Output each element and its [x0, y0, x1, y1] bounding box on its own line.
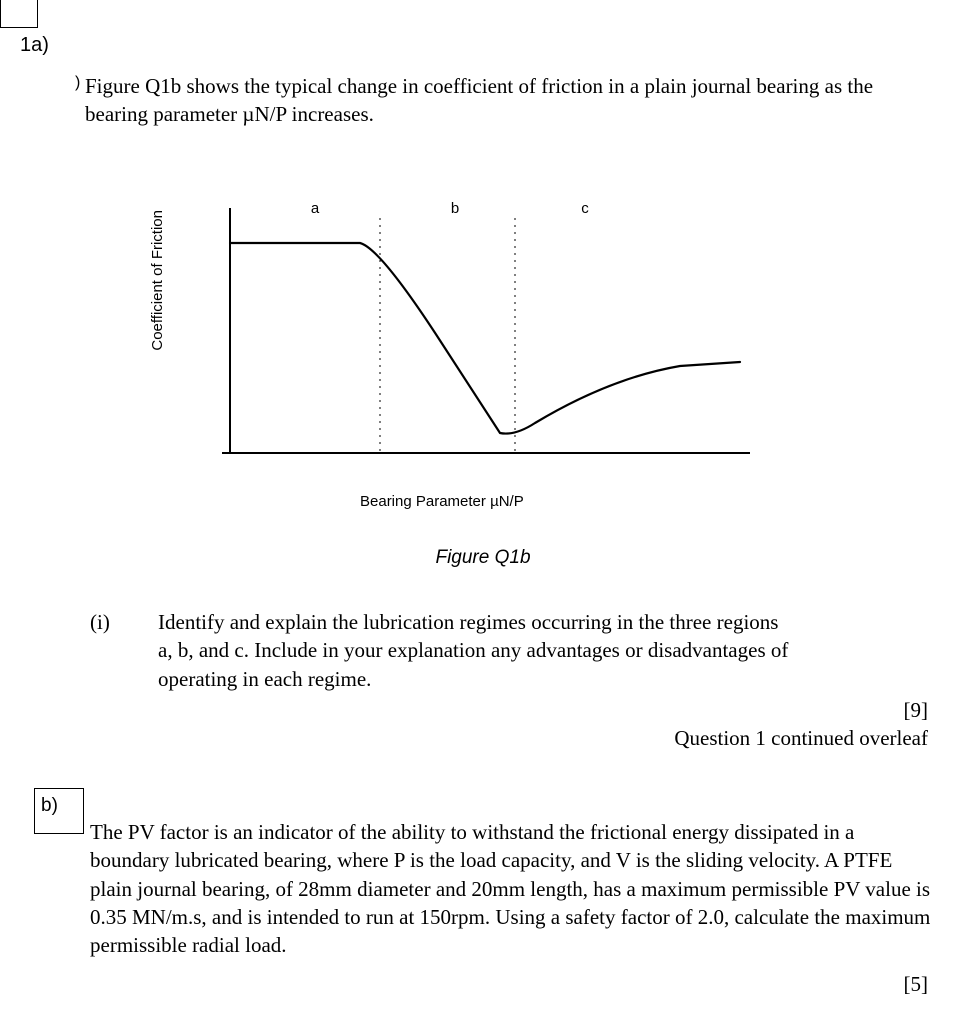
question-label-b: b) [34, 788, 84, 834]
part-number-i: (i) [90, 608, 110, 636]
figure-caption: Figure Q1b [0, 545, 966, 571]
question-part-i: (i) Identify and explain the lubrication… [90, 608, 910, 693]
intro-paragraph: ) Figure Q1b shows the typical change in… [85, 72, 905, 129]
stribeck-chart: a b c [190, 198, 770, 498]
part-i-text: Identify and explain the lubrication reg… [158, 608, 798, 693]
bullet-icon: ) [75, 72, 80, 94]
continued-overleaf-text: Question 1 continued overleaf [674, 724, 928, 752]
svg-text:c: c [581, 200, 589, 217]
marks-part-b: [5] [904, 970, 929, 998]
chart-svg: a b c [190, 198, 770, 478]
intro-text: Figure Q1b shows the typical change in c… [85, 74, 873, 126]
question-label-1a: 1a) [20, 32, 49, 59]
svg-text:b: b [451, 200, 459, 217]
marks-part-i: [9] [904, 696, 929, 724]
page-corner-tab [0, 0, 38, 28]
part-b-text: The PV factor is an indicator of the abi… [90, 818, 936, 960]
svg-text:a: a [311, 200, 320, 217]
exam-page: 1a) ) Figure Q1b shows the typical chang… [0, 0, 966, 1024]
chart-x-axis-label: Bearing Parameter µN/P [360, 492, 524, 512]
chart-y-axis-label: Coefficient of Friction [148, 210, 168, 351]
